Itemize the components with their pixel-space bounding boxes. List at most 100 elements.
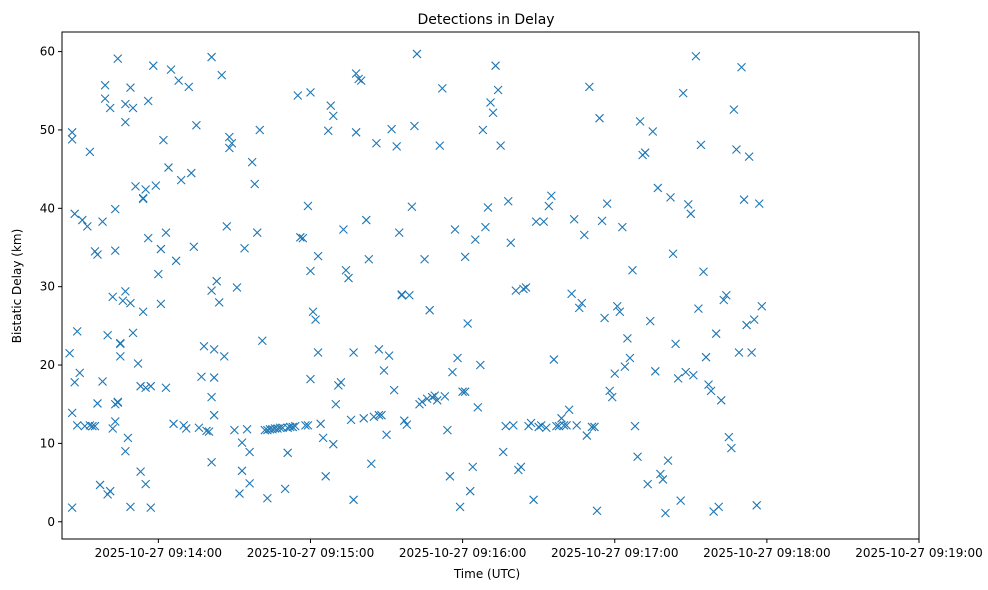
data-point (635, 116, 645, 126)
data-point (70, 209, 80, 219)
data-point (668, 249, 678, 259)
data-point (105, 103, 115, 113)
data-point (128, 103, 138, 113)
data-point (311, 315, 320, 324)
data-point (399, 416, 409, 426)
data-point (701, 352, 711, 362)
data-point (427, 392, 437, 402)
data-point (694, 304, 703, 314)
data-point (612, 301, 622, 311)
data-point (224, 132, 234, 142)
data-point (181, 424, 191, 433)
data-point (113, 54, 123, 64)
data-point (564, 405, 574, 415)
data-point (318, 433, 328, 443)
data-point (169, 419, 178, 429)
data-point (110, 417, 120, 426)
data-point (468, 462, 478, 472)
data-point (460, 252, 470, 262)
data-point (275, 423, 285, 433)
data-point (488, 108, 498, 118)
data-point (643, 479, 653, 489)
x-tick-label: 2025-10-27 09:18:00 (703, 546, 830, 560)
data-point (262, 493, 272, 503)
y-tick-label: 40 (40, 201, 55, 215)
data-point (328, 111, 338, 121)
data-point (191, 120, 201, 130)
data-point (136, 381, 145, 391)
data-point (607, 392, 617, 402)
data-point (699, 267, 708, 277)
data-point (240, 243, 249, 253)
data-point (245, 478, 255, 488)
data-point (141, 383, 151, 393)
data-point (151, 181, 161, 190)
data-point (747, 348, 757, 357)
data-point (120, 286, 130, 296)
data-point (374, 410, 384, 420)
data-point (349, 495, 358, 505)
data-point (189, 242, 199, 252)
data-point (633, 452, 642, 462)
data-point (574, 303, 584, 313)
data-point (648, 127, 658, 136)
data-point (214, 297, 224, 307)
data-point (339, 225, 348, 234)
data-point (82, 221, 92, 231)
data-point (146, 381, 156, 391)
data-point (526, 418, 536, 428)
data-point (161, 383, 171, 393)
data-point (123, 433, 133, 443)
data-point (404, 290, 414, 300)
data-point (557, 413, 566, 423)
data-point (120, 446, 130, 456)
data-point (620, 362, 630, 371)
data-point (298, 233, 308, 243)
data-point (313, 348, 323, 357)
data-point (569, 214, 579, 224)
data-point (546, 191, 556, 201)
data-point (742, 320, 751, 330)
data-point (207, 52, 216, 62)
data-point (257, 336, 267, 346)
data-point (394, 228, 404, 237)
data-point (108, 424, 118, 433)
data-point (377, 410, 386, 420)
data-point (493, 85, 503, 95)
data-point (351, 127, 361, 137)
data-point (100, 80, 110, 90)
x-tick-label: 2025-10-27 09:14:00 (95, 546, 222, 560)
data-point (255, 125, 265, 135)
data-point (313, 251, 323, 261)
data-point (70, 377, 80, 387)
data-point (128, 328, 138, 338)
data-point (595, 113, 604, 123)
data-point (729, 105, 739, 114)
data-point (159, 135, 168, 145)
data-point (536, 420, 546, 430)
data-point (110, 246, 120, 256)
data-point (212, 276, 222, 286)
data-point (465, 486, 475, 496)
data-point (207, 392, 216, 402)
data-point (757, 301, 767, 311)
data-point (625, 353, 635, 363)
data-point (653, 183, 663, 193)
x-axis-label: Time (UTC) (453, 567, 520, 581)
data-point (143, 96, 153, 106)
x-tick-label: 2025-10-27 09:19:00 (855, 546, 982, 560)
data-point (306, 87, 315, 97)
data-point (93, 250, 102, 259)
y-tick-label: 20 (40, 358, 55, 372)
data-point (98, 217, 107, 227)
x-axis: 2025-10-27 09:14:00 2025-10-27 09:15:00 20… (95, 539, 983, 560)
data-point (658, 475, 668, 484)
data-point (676, 496, 686, 505)
data-point (412, 49, 422, 59)
data-point (176, 175, 186, 185)
data-point (230, 425, 239, 435)
data-point (361, 215, 371, 225)
data-point (88, 421, 97, 431)
data-point (719, 295, 729, 305)
data-point (534, 422, 544, 432)
